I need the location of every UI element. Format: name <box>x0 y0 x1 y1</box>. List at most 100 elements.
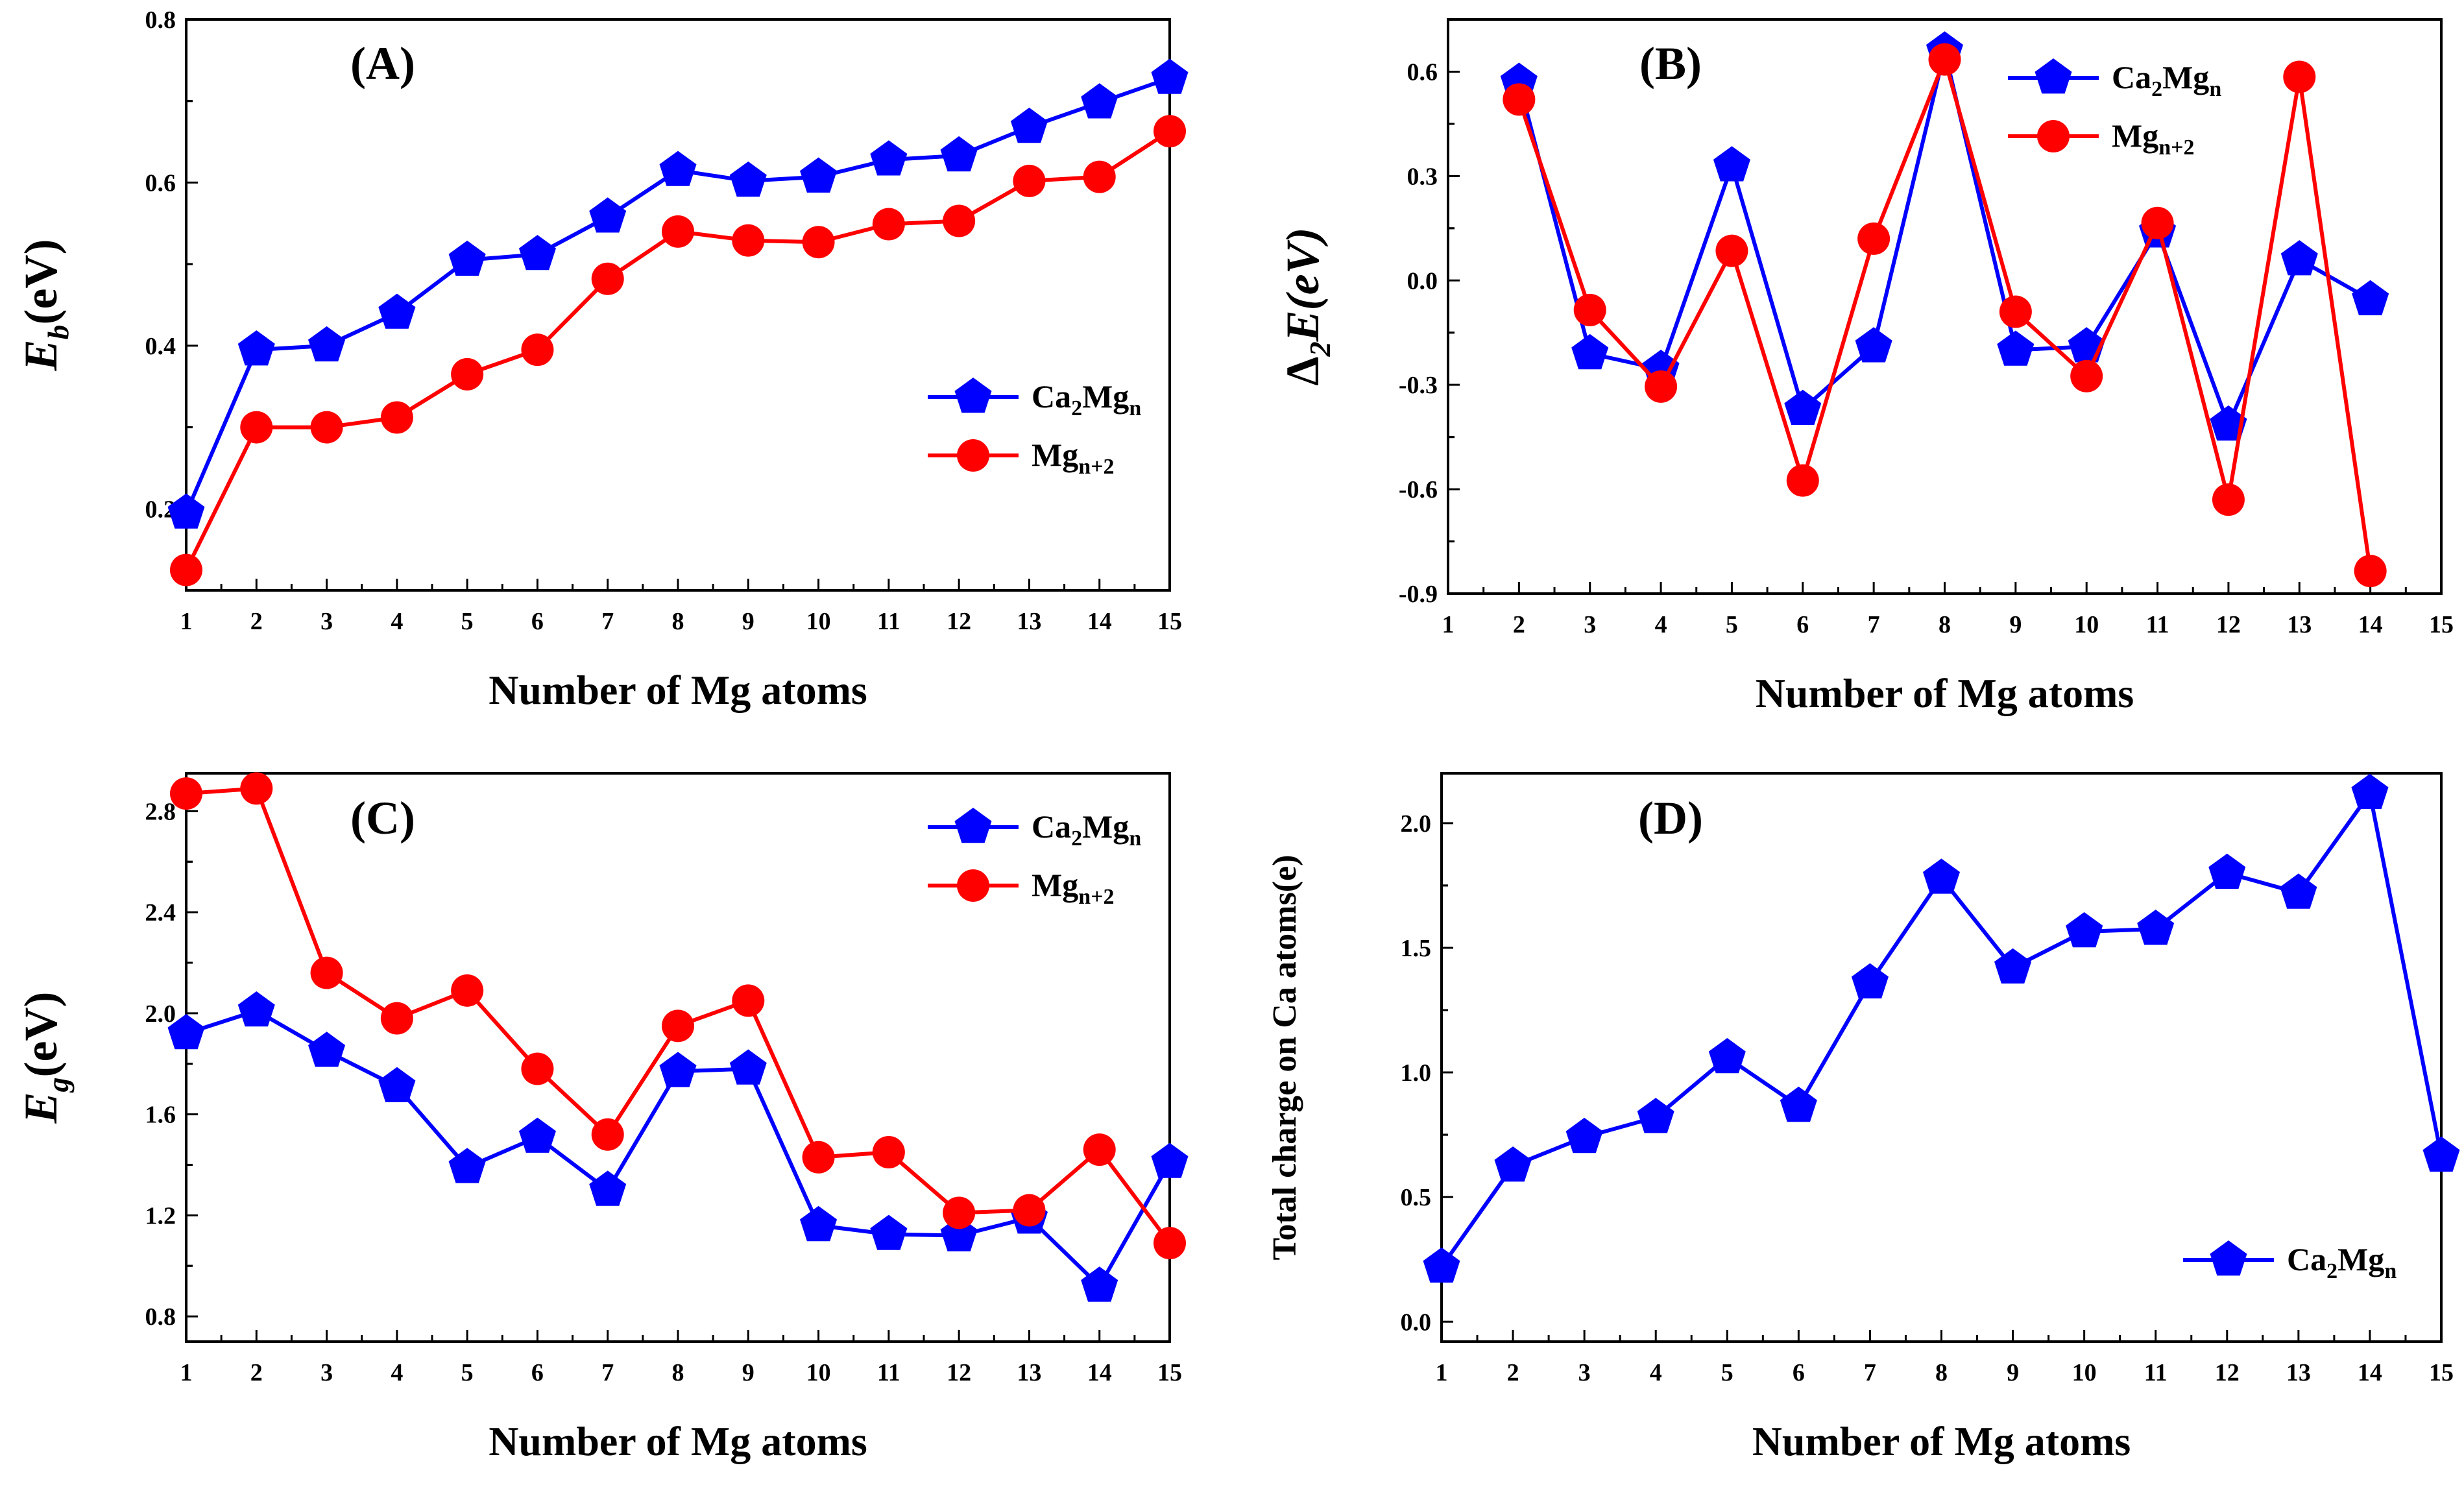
panel-b-series-ca2mgn-point <box>2352 280 2389 315</box>
panel-b-ytick-label: -0.6 <box>1399 476 1438 503</box>
panel-c-series-ca2mgn-point <box>729 1049 767 1085</box>
panel-d-legend-a: Ca <box>2287 1241 2326 1277</box>
panel-a-legend-a: Mg <box>1032 437 1078 473</box>
panel-a-xtick-label: 3 <box>320 608 333 635</box>
panel-c-xtick-label: 9 <box>742 1359 755 1386</box>
panel-c-xtick-label: 1 <box>180 1359 193 1386</box>
panel-a-series-mgn2-point <box>521 333 554 367</box>
panel-b-ytick-label: 0.3 <box>1407 163 1438 190</box>
panel-d-series-ca2mgn-point <box>2422 1136 2460 1172</box>
panel-d-legend-text: Ca2Mgn <box>2287 1241 2397 1283</box>
panel-d-series-ca2mgn-point <box>2280 873 2317 909</box>
panel-a-xtick-label: 4 <box>391 608 403 635</box>
panel-a-series-ca2mgn-point <box>378 293 416 329</box>
panel-c-series-mgn2-point <box>310 956 343 989</box>
panel-c-xtick-label: 4 <box>391 1359 403 1386</box>
panel-c-xtick-label: 15 <box>1157 1359 1182 1386</box>
panel-a-legend-a: Ca <box>1032 378 1071 415</box>
panel-a-legend-c: Mg <box>1082 378 1129 415</box>
panel-a-legend-d: n <box>1129 396 1141 420</box>
panel-c-series-mgn2-point <box>170 777 202 810</box>
panel-b-legend-a: Ca <box>2112 59 2151 95</box>
panel-b-series-ca2mgn-point <box>1713 146 1750 182</box>
panel-c-ylabel: Eg(eV) <box>15 992 75 1124</box>
panel-d-xtick-label: 15 <box>2429 1359 2454 1386</box>
panel-d-xtick-label: 10 <box>2072 1359 2097 1386</box>
panel-d-series-ca2mgn-point <box>2351 773 2389 809</box>
panel-c-xtick-label: 5 <box>461 1359 474 1386</box>
panel-d-series-ca2mgn-point <box>1923 858 1960 894</box>
panel-c-ytick-label: 0.8 <box>145 1303 176 1331</box>
panel-b-series-mgn2-point <box>1928 43 1961 76</box>
panel-b-panel-label: (B) <box>1639 38 1702 90</box>
panel-d-xtick-label: 6 <box>1793 1359 1805 1386</box>
panel-c-ytick-label: 2.0 <box>145 1000 176 1028</box>
panel-c-series-ca2mgn-point <box>800 1205 838 1242</box>
panel-b-series-ca2mgn-point <box>2210 405 2247 441</box>
panel-b-series-mgn2-point <box>2070 359 2103 392</box>
panel-b: 1 2 3 4 5 6 7 8 9 10 11 12 13 14 15-0.9-0.6-0.30.00.30… <box>1277 18 2454 716</box>
panel-c-series-mgn2-point <box>521 1052 554 1085</box>
panel-a-ytick-label: 0.8 <box>145 6 176 34</box>
panel-d-ytick-label: 1.0 <box>1401 1059 1432 1087</box>
panel-d-series-ca2mgn-point <box>1637 1098 1674 1133</box>
panel-b-ytick-label: 0.0 <box>1407 267 1438 295</box>
panel-b-xtick-label: 7 <box>1868 611 1880 638</box>
panel-a-xtick-label: 12 <box>947 608 971 635</box>
panel-a-legend-marker <box>954 378 992 413</box>
panel-b-xtick-label: 13 <box>2287 611 2312 638</box>
panel-c-legend-text: Ca2Mgn <box>1032 808 1141 851</box>
panel-a-legend-b: n+2 <box>1078 455 1114 479</box>
panel-d-series-ca2mgn-point <box>2208 853 2246 889</box>
panel-c-xtick-label: 6 <box>531 1359 544 1386</box>
panel-c-xtick-label: 14 <box>1087 1359 1112 1386</box>
panel-b-xtick-label: 12 <box>2216 611 2241 638</box>
panel-b-xtick-label: 6 <box>1796 611 1809 638</box>
panel-b-series-mgn2-point <box>1573 293 1606 326</box>
panel-c-legend-marker <box>954 808 992 843</box>
panel-b-series-ca2mgn <box>1500 31 2389 441</box>
panel-b-series-mgn2-point <box>1999 295 2032 328</box>
panel-a-series-mgn2-point <box>732 224 765 257</box>
panel-d-xtick-label: 2 <box>1507 1359 1519 1386</box>
panel-d-series-ca2mgn-point <box>1423 1247 1460 1283</box>
panel-c-series-ca2mgn-point <box>378 1067 416 1102</box>
panel-c-xtick-label: 11 <box>877 1359 900 1386</box>
panel-b-legend-text: Mgn+2 <box>2112 117 2195 160</box>
panel-a-xtick-label: 1 <box>180 608 193 635</box>
panel-c-series-mgn2-point <box>240 772 273 805</box>
panel-a-xtick-label: 2 <box>250 608 263 635</box>
panel-b-xtick-label: 9 <box>2009 611 2022 638</box>
panel-b-ylabel-sub: 2 <box>1303 341 1336 357</box>
panel-d-series-ca2mgn-point <box>1780 1086 1817 1122</box>
panel-c-series-ca2mgn-point <box>1081 1266 1118 1302</box>
panel-a-series-mgn2-point <box>1013 164 1046 197</box>
panel-b-series-ca2mgn-point <box>1571 333 1609 370</box>
panel-d-ytick-label: 1.5 <box>1401 935 1432 962</box>
panel-b-series-mgn2 <box>1503 43 2387 588</box>
panel-b-series-mgn2-point <box>1645 370 1678 403</box>
panel-c-series-mgn2-point <box>380 1002 413 1035</box>
panel-c-series-mgn2-point <box>872 1136 905 1168</box>
panel-c-xtick-label: 8 <box>672 1359 684 1386</box>
panel-b-xtick-label: 1 <box>1442 611 1455 638</box>
panel-b-xtick-label: 5 <box>1726 611 1738 638</box>
panel-b-legend-a: Mg <box>2112 117 2158 154</box>
panel-a-legend-b: 2 <box>1071 396 1082 420</box>
panel-b-legend-marker <box>2035 58 2072 94</box>
panel-a-ylabel-main: E <box>15 339 67 371</box>
panel-c-series-mgn2-point <box>662 1009 694 1043</box>
panel-d-legend-b: 2 <box>2326 1259 2337 1283</box>
panel-b-ylabel-main: Δ <box>1277 356 1329 385</box>
panel-b-series-mgn2-point <box>2354 555 2387 588</box>
panel-a-series-ca2mgn-point <box>448 240 486 276</box>
panel-a-series-ca2mgn-point <box>800 157 838 193</box>
panel-b-ytick-label: -0.3 <box>1399 372 1438 399</box>
panel-a-series-mgn2-point <box>943 204 976 237</box>
panel-b-legend-d: n <box>2209 77 2221 101</box>
panel-a-series-ca2mgn-point <box>167 493 205 529</box>
panel-d-xlabel: Number of Mg atoms <box>1752 1418 2131 1464</box>
panel-c-series-mgn2-point <box>591 1118 624 1151</box>
panel-c-xtick-label: 7 <box>601 1359 614 1386</box>
